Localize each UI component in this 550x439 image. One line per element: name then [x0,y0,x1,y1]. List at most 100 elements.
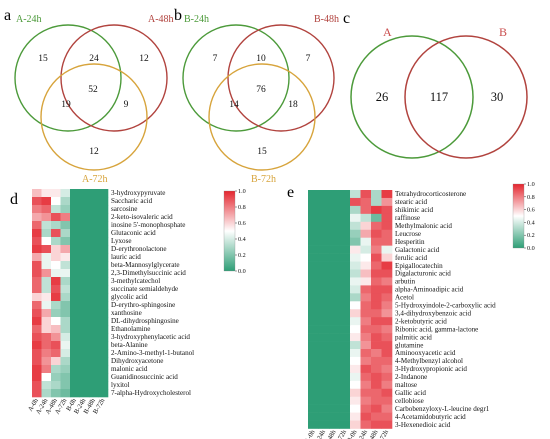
heatmap-e-cell [381,213,393,223]
heatmap-e-cell [308,221,319,231]
heatmap-e-cell [360,245,372,254]
heatmap-e-cell [371,388,382,397]
heatmap-e-cell [360,205,372,215]
heatmap-e-cell [318,277,330,286]
heatmap-e-cell [318,190,330,199]
heatmap-e-cell [381,293,393,302]
venn-b-circle-3 [208,63,316,171]
heatmap-e-cell [339,237,351,246]
heatmap-e-cell [371,364,382,374]
heatmap-e-cell [350,229,361,238]
heatmap-e-cell [381,349,393,358]
heatmap-e-cell [339,293,351,302]
heatmap-e-cell [339,213,351,223]
heatmap-d-cell [79,285,90,294]
heatmap-e-cell [371,277,382,286]
heatmap-d-cell [60,293,71,302]
heatmap-e-cell [318,301,330,310]
heatmap-e-cell [318,245,330,254]
heatmap-e-cell [360,372,372,382]
heatmap-e-cell [350,364,361,374]
heatmap-e-cell [371,396,382,405]
heatmap-e-row-label: Carbobenzyloxy-L-leucine degr1 [395,405,490,413]
venn-a-circle-1 [14,24,122,132]
heatmap-e-cell [360,317,372,326]
venn-c-only-1: 26 [376,90,389,104]
heatmap-d-cell [60,309,71,318]
heatmap-d-row-label: beta-Mannosylglycerate [111,261,180,269]
heatmap-d-cell [60,349,71,358]
heatmap-e-cell [371,309,382,318]
heatmap-d-cell [98,245,109,254]
heatmap-e-cell [360,269,372,278]
heatmap-e-cell [350,317,361,326]
heatmap-e-row-label: Methylmalonic acid [395,222,452,230]
heatmap-e-row-label: Leucrose [395,230,421,238]
heatmap-e-cell [371,221,382,231]
heatmap-d-cell [89,365,99,374]
heatmap-e-cell [329,293,340,302]
heatmap-d-cell [98,197,109,206]
heatmap-e-cell [329,229,340,238]
heatmap-e-cell [308,372,319,382]
heatmap-e-cell [350,349,361,358]
heatmap-d-cell [70,373,80,382]
heatmap-d-cell [32,253,42,262]
heatmap-e-cell [381,380,393,390]
heatmap-d-cell [89,373,99,382]
heatmap-d-cell [89,189,99,198]
heatmap-e-cell [381,388,393,397]
heatmap-e-cell [329,221,340,231]
heatmap-d-cell [32,205,42,214]
heatmap-e-cell [360,221,372,231]
heatmap-d-cell [98,365,109,374]
heatmap-d-cell [70,357,80,366]
heatmap-d-cell [51,237,61,246]
heatmap-e-row-label: Ribonic acid, gamma-lactone [395,325,478,333]
heatmap-d-cell [41,205,52,214]
heatmap-d-cell [51,205,61,214]
heatmap-d-cell [79,197,90,206]
heatmap-e-cell [360,364,372,374]
heatmap-e-cell [339,420,351,429]
heatmap-d-cell [98,277,109,286]
heatmap-e-cell [360,341,372,350]
heatmap-e-cell [381,205,393,215]
heatmap-d-cell [98,269,109,278]
heatmap-d-cell [79,221,90,230]
heatmap-e-column-label: A-72h [334,428,349,439]
heatmap-e-row-label: Gallic acid [395,389,426,397]
heatmap-e-cell [350,396,361,405]
heatmap-d-cell [79,245,90,254]
panel-a-venn: a A-24h A-48h A-72h 15 24 12 19 52 9 12 [4,7,174,185]
heatmap-e-cell [308,420,319,429]
heatmap-d-cell [51,333,61,342]
heatmap-e-cell [360,293,372,302]
heatmap-d-cell [98,373,109,382]
heatmap-e-cell [318,412,330,421]
heatmap-e-cell [308,205,319,215]
venn-c-circle-2 [404,35,528,159]
venn-c-only-2: 30 [491,90,504,104]
heatmap-d-cell [70,285,80,294]
heatmap-d-cell [98,205,109,214]
heatmap-e-column-label: A-48h [323,428,338,439]
heatmap-d-cell [41,365,52,374]
heatmap-d-tick-label: 0.6 [238,220,246,227]
heatmap-d-cell [70,245,80,254]
heatmap-d-cell [41,253,52,262]
heatmap-d-cell [32,333,42,342]
heatmap-e-cell [350,269,361,278]
heatmap-e-row-label: 2-ketobutyric acid [395,317,447,325]
heatmap-e-row-label: stearic acid [395,198,428,206]
heatmap-e-cell [308,349,319,358]
heatmap-d-cell [89,389,99,398]
heatmap-d-cell [79,325,90,334]
heatmap-d-cell [70,309,80,318]
venn-b-only-2: 7 [306,54,311,64]
heatmap-d-cell [79,237,90,246]
heatmap-e-cell [371,349,382,358]
heatmap-e-cell [318,285,330,294]
